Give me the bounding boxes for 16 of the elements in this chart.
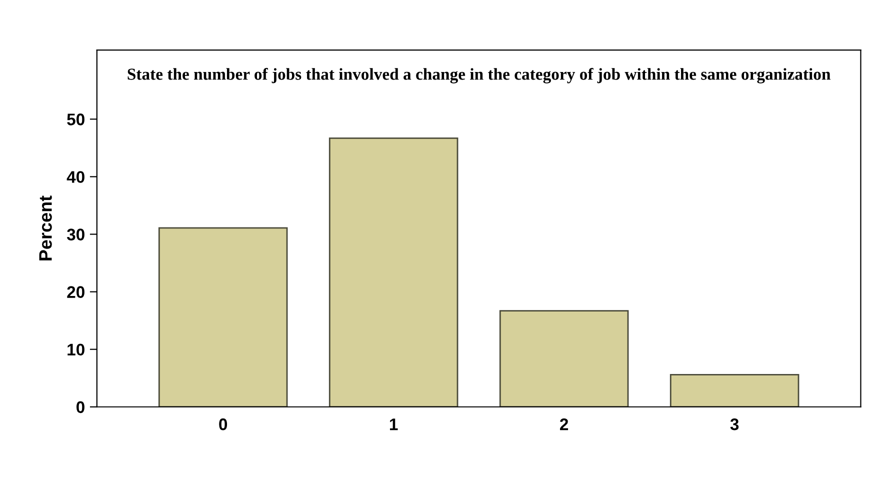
y-tick-label: 50 (67, 114, 84, 126)
text: State the number of jobs that involved a change in the category of job within the same organization (128, 68, 830, 84)
y-tick-label: 0 (76, 401, 84, 414)
y-axis-title: Percent (39, 196, 52, 260)
y-tick-label: 30 (66, 228, 84, 240)
x-tick-label: 0 (219, 418, 228, 430)
bar (328, 137, 458, 407)
x-tick-label: 2 (560, 418, 568, 430)
x-tick-label: 1 (390, 418, 398, 430)
bar (499, 310, 629, 407)
bar (158, 227, 288, 407)
y-tick-label: 10 (68, 344, 84, 356)
y-tick-label: 40 (66, 171, 84, 183)
y-tick-label: 20 (67, 286, 84, 298)
bar (670, 374, 800, 407)
x-tick-label: 3 (730, 418, 739, 430)
